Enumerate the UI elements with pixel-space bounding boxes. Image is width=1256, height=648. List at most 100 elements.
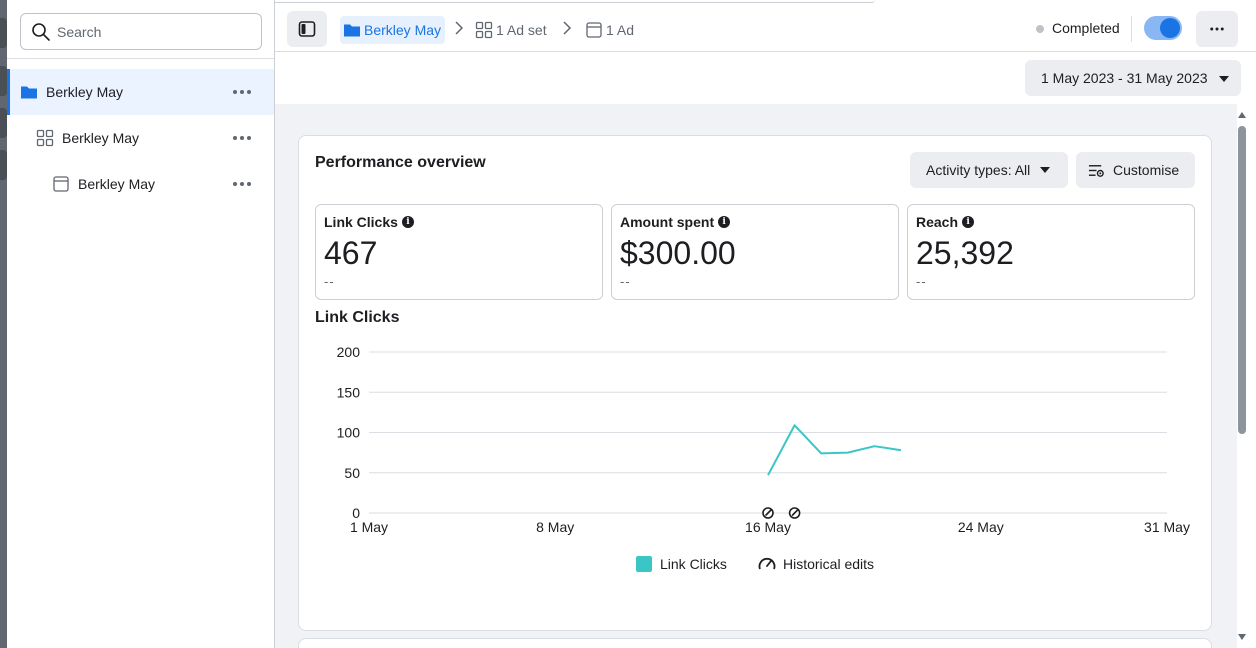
scroll-up-arrow-icon[interactable]: [1238, 112, 1246, 118]
edge-tab[interactable]: [0, 108, 7, 138]
metric-delta: --: [620, 274, 631, 289]
chevron-right-icon: [563, 21, 572, 35]
more-options-icon[interactable]: [232, 83, 252, 101]
sidebar-item-label: Berkley May: [78, 176, 156, 192]
chart-title: Link Clicks: [315, 309, 400, 326]
data-point[interactable]: [815, 447, 827, 459]
info-icon[interactable]: i: [401, 216, 414, 228]
metric-label-row: Link Clicks i: [324, 214, 414, 230]
y-tick-label: 150: [337, 384, 361, 400]
y-tick-label: 50: [344, 465, 360, 481]
card-title: Performance overview: [315, 154, 486, 171]
breadcrumb-campaign[interactable]: Berkley May: [340, 16, 446, 44]
link-clicks-chart: 0 50 100 150 200 1 May 8 May 16 May 24 May 31 May: [337, 344, 1190, 535]
legend-label: Historical edits: [783, 556, 875, 572]
toggle-sidebar-button[interactable]: [287, 11, 327, 47]
caret-down-icon: [1219, 76, 1229, 82]
scroll-down-arrow-icon[interactable]: [1238, 634, 1246, 640]
x-tick-label: 8 May: [536, 519, 574, 535]
y-tick-label: 0: [352, 505, 360, 521]
search-box[interactable]: [20, 13, 262, 50]
historical-edit-marker[interactable]: [762, 507, 774, 519]
date-bar: 1 May 2023 - 31 May 2023: [275, 52, 1256, 104]
toggle-knob: [1160, 18, 1180, 38]
metric-label-row: Reach i: [916, 214, 975, 230]
customise-settings-icon: [1088, 164, 1104, 177]
folder-icon: [343, 21, 361, 39]
edge-tab[interactable]: [0, 150, 7, 180]
header-divider: [1131, 16, 1132, 42]
date-range-picker[interactable]: 1 May 2023 - 31 May 2023: [1025, 60, 1241, 96]
metric-delta: --: [324, 274, 335, 289]
metric-card-reach[interactable]: Reach i 25,392 --: [907, 204, 1195, 300]
left-edge-strip: [0, 0, 7, 648]
status-text: Completed: [1052, 20, 1120, 36]
ad-set-grid-icon: [475, 21, 493, 39]
performance-overview-card: Performance overview Activity types: All…: [298, 135, 1212, 631]
info-icon[interactable]: i: [962, 216, 975, 228]
header-bar: Berkley May 1 Ad set 1 Ad Completed: [275, 6, 1256, 52]
x-tick-label: 16 May: [745, 519, 791, 535]
caret-down-icon: [1040, 167, 1051, 173]
edge-tab[interactable]: [0, 18, 7, 48]
sidebar: Berkley May Berkley May Berkley May: [7, 0, 275, 648]
more-options-icon: [1210, 27, 1224, 31]
next-card: [298, 638, 1212, 648]
metric-delta: --: [916, 274, 927, 289]
historical-edits-icon: [758, 557, 776, 570]
more-options-icon[interactable]: [232, 129, 252, 147]
legend-swatch-link-clicks[interactable]: [636, 556, 652, 572]
folder-icon: [20, 83, 38, 101]
sidebar-item-campaign[interactable]: Berkley May: [7, 69, 274, 115]
search-icon: [32, 22, 50, 41]
metric-label: Link Clicks: [324, 214, 398, 230]
ad-set-grid-icon: [36, 129, 54, 147]
metric-label-row: Amount spent i: [620, 214, 731, 230]
y-tick-label: 200: [337, 344, 361, 360]
sidebar-item-label: Berkley May: [62, 130, 140, 146]
metric-label: Reach: [916, 214, 959, 230]
edge-tab[interactable]: [0, 66, 7, 96]
customise-button[interactable]: Customise: [1076, 152, 1195, 188]
series-line-link-clicks: [767, 424, 902, 476]
data-point[interactable]: [842, 447, 854, 459]
status-dot: [1036, 25, 1044, 33]
data-point[interactable]: [895, 444, 907, 456]
top-frame-edge: [30, 0, 875, 3]
on-off-toggle[interactable]: [1144, 16, 1182, 40]
metric-label: Amount spent: [620, 214, 715, 230]
sidebar-item-ad[interactable]: Berkley May: [7, 161, 274, 207]
x-tick-label: 1 May: [350, 519, 388, 535]
breadcrumb-label: 1 Ad: [606, 22, 635, 38]
sidebar-item-label: Berkley May: [46, 84, 124, 100]
ad-icon: [52, 175, 70, 193]
metric-value: $300.00: [620, 235, 736, 271]
legend-label: Link Clicks: [660, 556, 727, 572]
sidebar-panel-icon: [298, 21, 316, 37]
metric-value: 25,392: [916, 235, 1014, 271]
activity-types-dropdown[interactable]: Activity types: All: [910, 152, 1068, 188]
metric-card-link-clicks[interactable]: Link Clicks i 467 --: [315, 204, 603, 300]
more-options-icon[interactable]: [232, 175, 252, 193]
breadcrumb-ad-set[interactable]: 1 Ad set: [475, 16, 547, 44]
more-actions-button[interactable]: [1196, 11, 1238, 47]
historical-edit-marker[interactable]: [788, 507, 801, 519]
metric-value: 467: [324, 235, 378, 271]
data-point[interactable]: [868, 440, 880, 452]
ad-icon: [585, 21, 603, 39]
scrollbar-thumb[interactable]: [1238, 126, 1246, 434]
sidebar-divider: [7, 58, 274, 59]
customise-label: Customise: [1113, 162, 1180, 178]
data-point[interactable]: [762, 469, 774, 481]
activity-types-label: Activity types: All: [926, 162, 1031, 178]
info-icon[interactable]: i: [718, 216, 731, 228]
metric-card-amount-spent[interactable]: Amount spent i $300.00 --: [611, 204, 899, 300]
sidebar-item-ad-set[interactable]: Berkley May: [7, 115, 274, 161]
x-tick-label: 31 May: [1144, 519, 1190, 535]
chevron-right-icon: [455, 21, 464, 35]
data-point[interactable]: [789, 419, 801, 431]
search-input[interactable]: [57, 23, 247, 40]
breadcrumb-label: 1 Ad set: [496, 22, 547, 38]
breadcrumb-ad[interactable]: 1 Ad: [585, 16, 634, 44]
breadcrumb-label: Berkley May: [364, 22, 442, 38]
